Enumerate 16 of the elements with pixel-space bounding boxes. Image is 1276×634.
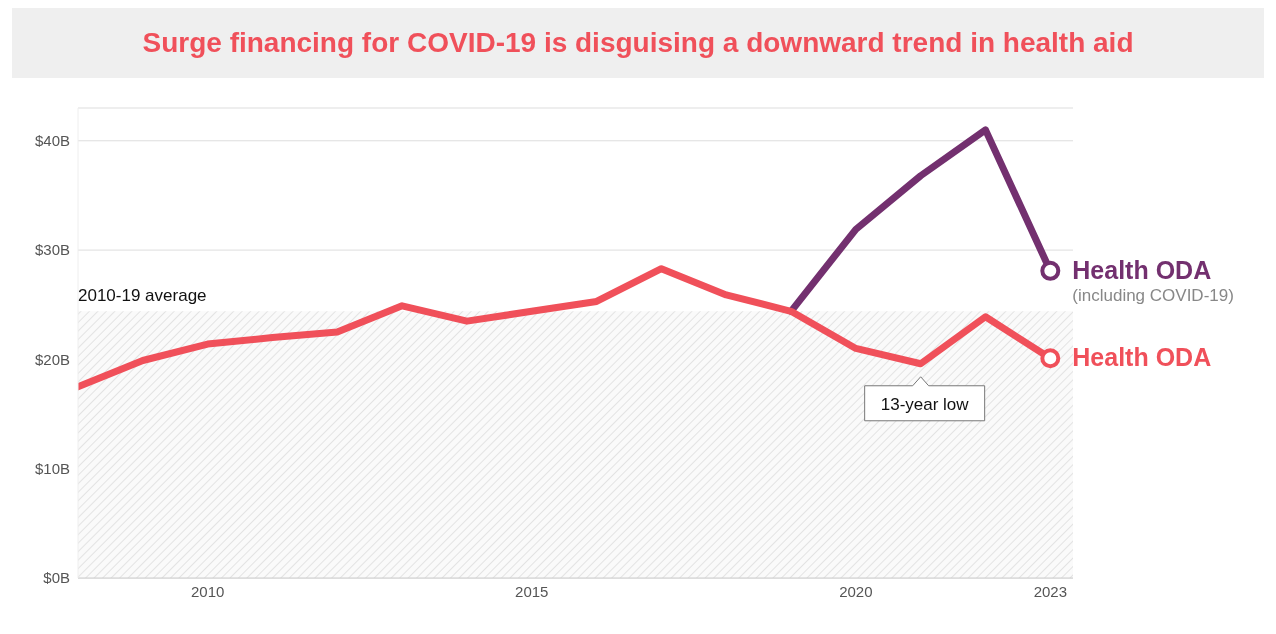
- callout-box: 13-year low: [864, 376, 986, 422]
- annotation: 13-year low: [880, 394, 970, 414]
- x-tick-label: 2010: [190, 582, 225, 600]
- annotation: (including COVID-19): [1072, 285, 1234, 305]
- y-tick-label: $20B: [34, 350, 70, 368]
- series-label: Health ODA: [1072, 343, 1212, 372]
- band-label: 2010-19 average: [78, 286, 207, 306]
- x-tick-label: 2023: [1033, 582, 1067, 600]
- y-tick-label: $0B: [43, 569, 70, 587]
- y-tick-label: $10B: [34, 460, 70, 478]
- chart-title: Surge financing for COVID-19 is disguising a downward trend in health aid: [142, 27, 1134, 59]
- x-tick-label: 2020: [839, 582, 873, 600]
- series-label: Health ODA: [1072, 255, 1212, 284]
- x-tick-label: 2015: [515, 582, 549, 600]
- y-tick-label: $30B: [34, 241, 70, 259]
- y-tick-label: $40B: [34, 132, 70, 150]
